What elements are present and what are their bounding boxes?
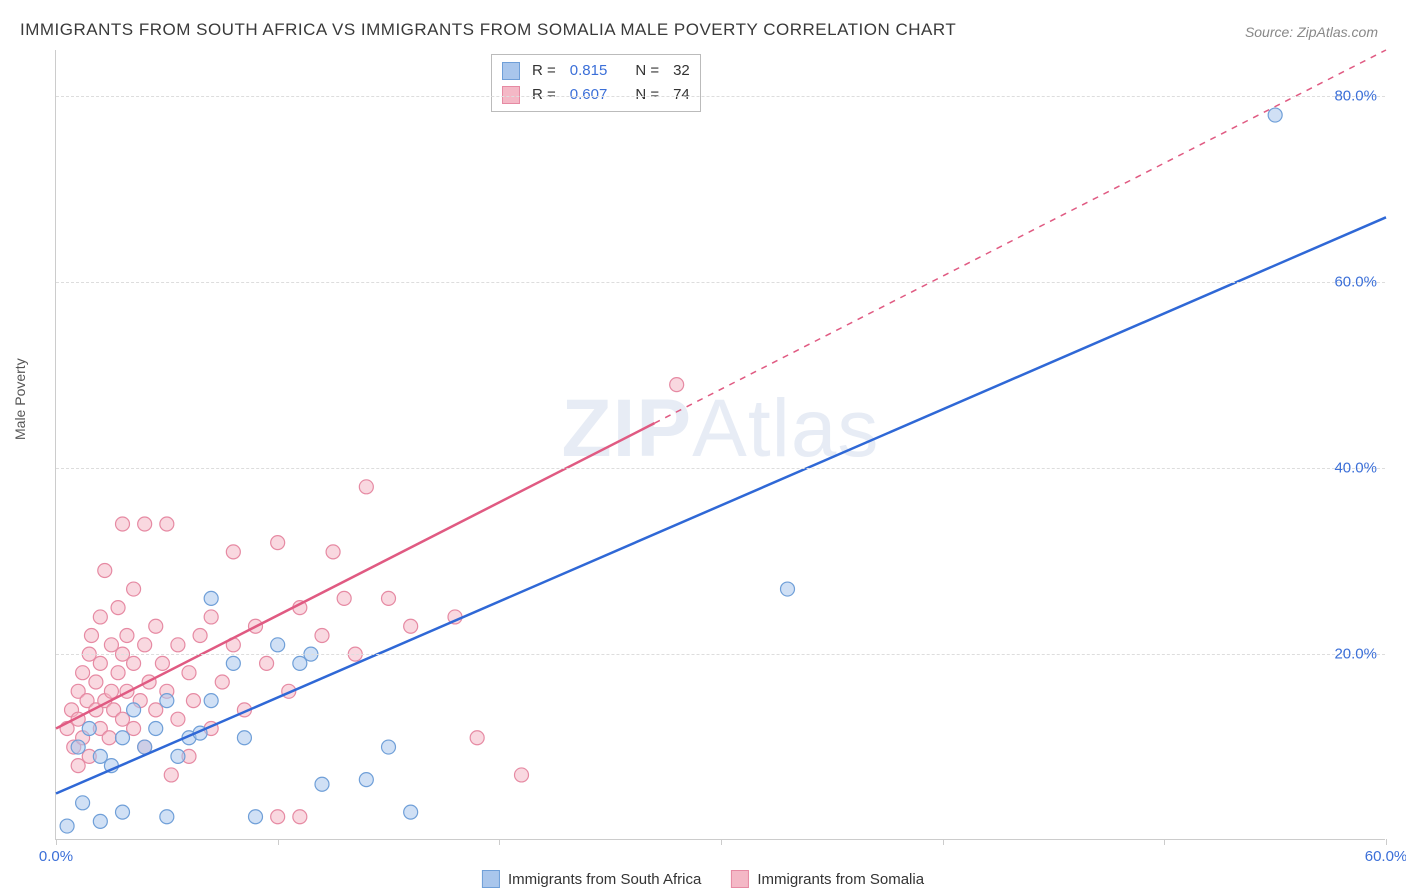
data-point [359, 773, 373, 787]
x-tick-label: 60.0% [1365, 848, 1406, 865]
x-tick [56, 839, 57, 845]
scatter-plot-svg [56, 50, 1385, 839]
data-point [204, 591, 218, 605]
chart-plot-area: ZIPAtlas R = 0.815 N = 32 R = 0.607 N = … [55, 50, 1385, 840]
data-point [82, 721, 96, 735]
data-point [271, 638, 285, 652]
data-point [116, 805, 130, 819]
data-point [670, 378, 684, 392]
data-point [226, 545, 240, 559]
y-tick-label: 80.0% [1334, 88, 1377, 105]
data-point [260, 656, 274, 670]
legend-item-0: Immigrants from South Africa [482, 870, 701, 888]
legend-swatch-so [731, 870, 749, 888]
data-point [359, 480, 373, 494]
legend-label-0: Immigrants from South Africa [508, 871, 701, 888]
data-point [149, 619, 163, 633]
legend-swatch-sa [482, 870, 500, 888]
data-point [171, 712, 185, 726]
gridline [56, 282, 1385, 283]
data-point [193, 629, 207, 643]
trend-line-dashed [655, 50, 1387, 423]
data-point [515, 768, 529, 782]
y-tick-label: 20.0% [1334, 646, 1377, 663]
data-point [76, 666, 90, 680]
gridline [56, 654, 1385, 655]
data-point [102, 731, 116, 745]
data-point [204, 610, 218, 624]
x-tick [943, 839, 944, 845]
x-tick [721, 839, 722, 845]
gridline [56, 468, 1385, 469]
data-point [116, 517, 130, 531]
data-point [182, 666, 196, 680]
x-tick [1386, 839, 1387, 845]
data-point [326, 545, 340, 559]
data-point [93, 814, 107, 828]
data-point [781, 582, 795, 596]
data-point [186, 694, 200, 708]
data-point [93, 610, 107, 624]
data-point [98, 563, 112, 577]
data-point [111, 601, 125, 615]
legend-item-1: Immigrants from Somalia [731, 870, 924, 888]
data-point [215, 675, 229, 689]
data-point [337, 591, 351, 605]
data-point [470, 731, 484, 745]
data-point [315, 777, 329, 791]
y-tick-label: 40.0% [1334, 460, 1377, 477]
data-point [138, 638, 152, 652]
data-point [116, 731, 130, 745]
chart-title: IMMIGRANTS FROM SOUTH AFRICA VS IMMIGRAN… [20, 20, 956, 40]
source-attribution: Source: ZipAtlas.com [1245, 24, 1378, 40]
data-point [60, 819, 74, 833]
data-point [120, 629, 134, 643]
data-point [271, 536, 285, 550]
data-point [271, 810, 285, 824]
data-point [149, 721, 163, 735]
data-point [382, 591, 396, 605]
data-point [382, 740, 396, 754]
data-point [1268, 108, 1282, 122]
data-point [138, 517, 152, 531]
data-point [127, 703, 141, 717]
data-point [315, 629, 329, 643]
data-point [160, 810, 174, 824]
data-point [249, 810, 263, 824]
data-point [204, 694, 218, 708]
x-tick-label: 0.0% [39, 848, 73, 865]
data-point [71, 740, 85, 754]
x-tick [1164, 839, 1165, 845]
trend-line [56, 217, 1386, 793]
data-point [226, 656, 240, 670]
data-point [127, 656, 141, 670]
data-point [160, 694, 174, 708]
data-point [164, 768, 178, 782]
data-point [104, 684, 118, 698]
y-tick-label: 60.0% [1334, 274, 1377, 291]
data-point [171, 638, 185, 652]
data-point [76, 796, 90, 810]
data-point [404, 805, 418, 819]
gridline [56, 96, 1385, 97]
data-point [160, 517, 174, 531]
x-tick [499, 839, 500, 845]
data-point [293, 810, 307, 824]
data-point [237, 731, 251, 745]
data-point [127, 582, 141, 596]
data-point [89, 675, 103, 689]
y-axis-label: Male Poverty [12, 358, 28, 440]
data-point [93, 656, 107, 670]
series-legend: Immigrants from South Africa Immigrants … [482, 870, 924, 888]
data-point [171, 749, 185, 763]
data-point [84, 629, 98, 643]
legend-label-1: Immigrants from Somalia [757, 871, 924, 888]
data-point [404, 619, 418, 633]
data-point [111, 666, 125, 680]
x-tick [278, 839, 279, 845]
data-point [155, 656, 169, 670]
